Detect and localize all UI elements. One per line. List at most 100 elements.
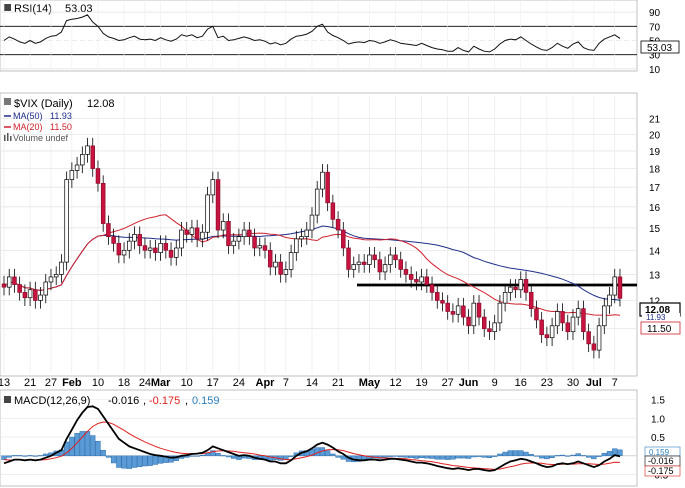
- macd-hist-value: 0.159: [192, 395, 220, 407]
- macd-hist-bar: [95, 440, 101, 457]
- candle-body: [466, 316, 471, 327]
- macd-hist-bar: [220, 455, 226, 457]
- candle-body: [450, 311, 456, 315]
- candle-down: [586, 323, 591, 353]
- macd-hist-bar: [17, 455, 23, 457]
- candle-down: [565, 314, 571, 340]
- macd-hist-bar: [617, 449, 623, 457]
- macd-hist-bar: [105, 455, 112, 458]
- macd-hist-bar: [528, 454, 534, 457]
- macd-hist-bar: [518, 450, 524, 457]
- macd-signal-tag: -0.175: [644, 465, 681, 477]
- macd-tick-label: 1.5: [651, 396, 665, 407]
- candle-up: [471, 295, 477, 335]
- price-legend-swatch: [4, 98, 11, 105]
- macd-hist-bar: [147, 455, 153, 466]
- macd-hist-bar: [382, 455, 388, 458]
- candle-up: [497, 295, 503, 332]
- macd-hist-bar: [591, 455, 597, 460]
- macd-hist-bar: [340, 455, 346, 460]
- ma20-legend-value: 11.50: [50, 122, 72, 132]
- macd-hist-bar: [100, 449, 106, 457]
- date-label: Feb: [62, 377, 82, 389]
- candle-body: [304, 229, 310, 238]
- rsi-tick-label: 90: [649, 8, 661, 19]
- macd-hist-bar: [429, 455, 435, 459]
- candle-down: [100, 175, 106, 232]
- candle-body: [455, 305, 461, 315]
- macd-hist-bar: [471, 455, 477, 458]
- candle-body: [116, 243, 122, 256]
- candle-up: [147, 239, 153, 259]
- candle-body: [440, 300, 445, 304]
- macd-hist-bar: [559, 454, 566, 457]
- macd-hist-bar: [6, 455, 12, 458]
- candle-body: [518, 279, 524, 291]
- candle-down: [429, 276, 435, 301]
- candle-body: [111, 236, 116, 244]
- macd-hist-bar: [168, 455, 174, 463]
- candle-down: [111, 228, 116, 252]
- macd-hist-bar: [137, 455, 143, 467]
- candle-down: [398, 251, 403, 278]
- candle-body: [602, 305, 607, 327]
- macd-hist-bar: [554, 455, 560, 457]
- candle-up: [38, 287, 43, 309]
- date-label: 17: [207, 377, 219, 389]
- candle-up: [59, 254, 64, 283]
- macd-hist-bar: [486, 455, 493, 458]
- date-label: 10: [181, 377, 193, 389]
- macd-legend-swatch: [4, 396, 11, 403]
- candle-body: [382, 264, 388, 273]
- candle-up: [294, 230, 299, 261]
- price-legend: $VIX (Daily) 12.08 MA(50) 11.93 MA(20) 1…: [4, 98, 115, 143]
- date-label: 27: [45, 377, 57, 389]
- candle-up: [241, 222, 247, 245]
- candle-body: [95, 168, 101, 184]
- macd-legend-sep1: ,: [143, 395, 146, 407]
- macd-hist-bar: [565, 455, 571, 457]
- candle-body: [69, 170, 75, 180]
- candle-body: [372, 254, 377, 261]
- date-label: 23: [541, 377, 553, 389]
- candle-down: [581, 300, 586, 340]
- macd-hist-bar: [418, 455, 425, 458]
- candle-body: [100, 183, 106, 224]
- candle-down: [116, 235, 122, 264]
- macd-legend: MACD(12,26,9) -0.016 , -0.175 , 0.159: [4, 395, 220, 407]
- candle-up: [236, 228, 242, 250]
- candle-up: [388, 246, 393, 273]
- ma20-tag: 11.50: [640, 321, 681, 335]
- candle-body: [127, 240, 132, 251]
- candle-up: [257, 237, 263, 257]
- macd-hist-bar: [533, 455, 540, 457]
- candle-body: [377, 259, 383, 273]
- macd-hist-bar: [507, 450, 513, 457]
- macd-hist-bar: [142, 455, 148, 467]
- candle-body: [226, 221, 231, 247]
- candle-body: [435, 292, 440, 301]
- candle-up: [200, 224, 205, 248]
- price-tick-label: 20: [649, 130, 661, 141]
- candle-down: [262, 237, 268, 259]
- date-label: 18: [118, 377, 130, 389]
- candle-body: [283, 269, 289, 275]
- candle-body: [314, 188, 320, 216]
- candle-body: [367, 254, 372, 265]
- candle-body: [586, 331, 591, 345]
- candle-up: [6, 268, 12, 296]
- macd-hist-bar: [413, 455, 420, 459]
- candle-body: [487, 328, 492, 333]
- candle-body: [403, 269, 409, 275]
- candle-body: [205, 194, 210, 233]
- candle-down: [278, 254, 283, 283]
- candle-body: [231, 240, 236, 247]
- rsi-current-tag-text: 53.03: [647, 43, 672, 54]
- candle-up: [205, 186, 210, 241]
- candle-up: [570, 309, 576, 340]
- macd-line: [3, 405, 621, 472]
- candle-up: [220, 213, 226, 239]
- candle-body: [539, 319, 544, 336]
- candle-body: [137, 234, 142, 247]
